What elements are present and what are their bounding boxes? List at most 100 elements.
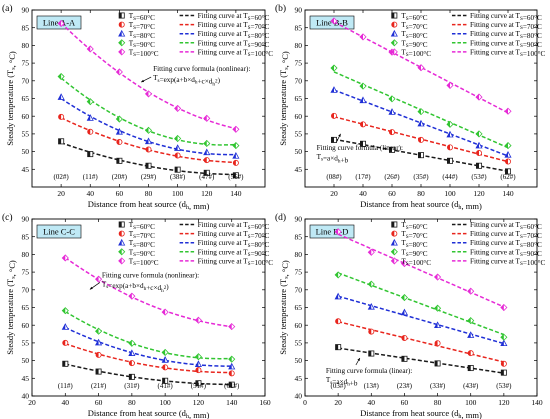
data-point <box>128 292 136 300</box>
data-point <box>446 157 453 164</box>
legend-fit-label: Fitting curve at TS=80°C <box>198 239 270 249</box>
y-tick-label: 65 <box>295 303 303 312</box>
data-point <box>87 128 94 135</box>
panel-letter: (a) <box>2 3 13 14</box>
point-id-label: (61#) <box>224 382 240 390</box>
y-tick-label: 85 <box>295 232 303 241</box>
panel-letter: (b) <box>275 3 286 14</box>
x-tick-label: 60 <box>95 398 103 407</box>
data-point <box>62 360 69 367</box>
data-point <box>434 321 442 328</box>
y-axis-label: Steady temperature (Ts, °C) <box>278 260 290 355</box>
data-point <box>400 308 408 316</box>
y-tick-label: 70 <box>295 285 303 294</box>
x-tick-label: 40 <box>87 189 95 198</box>
data-point <box>95 338 103 346</box>
y-tick-label: 40 <box>295 392 303 401</box>
y-tick-label: 65 <box>295 94 303 103</box>
point-id-label: (03#) <box>331 382 347 390</box>
legend-fit-label: Fitting curve at TS=100°C <box>470 48 546 58</box>
legend-label: TS=60°C <box>401 221 427 231</box>
formula-expression: Ts=a×dh+b <box>317 153 349 165</box>
chart-panel-a: (a) 20 40 60 80 100 120 140 45 50 55 60 65 70 75 80 85 90… <box>2 3 273 211</box>
panel-letter: (d) <box>275 212 286 223</box>
legend-fit-label: Fitting curve at TS=100°C <box>198 257 274 267</box>
y-tick-label: 60 <box>295 112 303 121</box>
legend: TS=60°C Fitting curve at TS=60°C TS=70°C Fi… <box>118 221 274 267</box>
y-tick-label: 85 <box>22 232 30 241</box>
data-point <box>417 152 424 159</box>
legend-marker <box>390 29 398 37</box>
x-tick-label: 60 <box>388 189 396 198</box>
fit-curve-1 <box>338 347 504 374</box>
fit-curve-4 <box>60 77 236 146</box>
data-point <box>500 369 507 376</box>
data-point <box>128 339 136 347</box>
data-point <box>145 146 152 153</box>
formula-title: Fitting curve formula (nonlinear): <box>102 271 199 279</box>
point-id-label: (08#) <box>326 173 342 181</box>
legend-marker <box>118 39 126 47</box>
y-tick-label: 40 <box>22 392 30 401</box>
data-point <box>203 148 211 156</box>
legend-label: TS=90°C <box>401 248 427 258</box>
y-tick-label: 90 <box>295 6 303 15</box>
legend-marker <box>118 29 126 37</box>
line-label-box: Line C-C <box>36 224 82 239</box>
data-point <box>58 138 65 145</box>
data-point <box>417 119 425 127</box>
data-point <box>161 356 169 363</box>
x-tick-label: 20 <box>57 189 65 198</box>
y-tick-label: 70 <box>22 76 30 85</box>
legend-label: TS=80°C <box>129 239 155 249</box>
y-tick-label: 55 <box>295 130 303 139</box>
x-axis-label: Distance from heat source (dh, mm) <box>88 408 210 419</box>
data-point <box>401 355 408 362</box>
fit-curve-5 <box>337 233 505 308</box>
y-tick-label: 80 <box>295 250 303 259</box>
formula-expression: Ts=a×dh+b <box>326 376 358 388</box>
data-point <box>367 248 375 256</box>
data-point <box>87 151 94 158</box>
data-point <box>174 152 181 159</box>
point-id-label: (53#) <box>496 382 512 390</box>
y-axis-label: Steady temperature (Ts, °C) <box>278 51 290 146</box>
data-point <box>359 140 366 147</box>
fit-curve-1 <box>65 363 232 386</box>
y-tick-label: 50 <box>295 147 303 156</box>
y-tick-label: 45 <box>22 165 30 174</box>
data-point <box>367 302 375 310</box>
y-tick-label: 45 <box>22 374 30 383</box>
fit-curve-2 <box>337 320 505 363</box>
data-point <box>335 344 342 351</box>
fit-curve-3 <box>60 97 236 156</box>
data-point <box>330 136 337 143</box>
formula-annotation: Fitting curve formula (linear):Ts=a×dh+b <box>317 133 403 165</box>
data-point <box>434 273 442 281</box>
data-point <box>388 108 396 115</box>
fit-curve-5 <box>64 257 232 328</box>
legend-marker <box>390 48 398 56</box>
data-point <box>467 365 474 372</box>
data-point <box>504 107 512 115</box>
y-tick-label: 65 <box>22 303 30 312</box>
y-tick-label: 60 <box>22 321 30 330</box>
x-tick-label: 120 <box>473 189 485 198</box>
x-tick-label: 100 <box>465 398 477 407</box>
data-point <box>128 373 135 380</box>
legend-fit-label: Fitting curve at TS=70°C <box>198 230 270 240</box>
data-point <box>61 307 69 315</box>
legend-marker <box>391 12 398 19</box>
y-tick-label: 85 <box>295 23 303 32</box>
formula-annotation: Fitting curve formula (nonlinear):Ts=exp… <box>89 271 199 294</box>
data-point <box>330 86 338 93</box>
point-id-label: (51#) <box>191 382 207 390</box>
data-point <box>144 137 153 145</box>
y-tick-label: 90 <box>22 6 30 15</box>
legend-label: TS=90°C <box>129 248 155 258</box>
data-point <box>475 150 482 157</box>
y-tick-label: 50 <box>295 356 303 365</box>
legend-fit-label: Fitting curve at TS=70°C <box>470 230 542 240</box>
point-id-label: (29#) <box>141 173 157 181</box>
point-id-label: (11#) <box>58 382 74 390</box>
